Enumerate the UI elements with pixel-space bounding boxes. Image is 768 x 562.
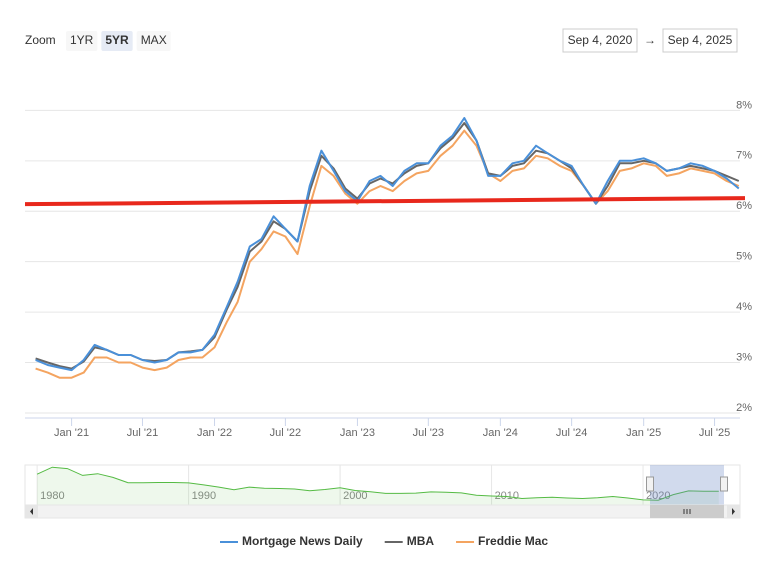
x-tick-label: Jul '23 bbox=[413, 427, 444, 439]
series-line bbox=[35, 117, 740, 372]
zoom-buttons: 1YR 5YR MAX bbox=[66, 31, 171, 51]
plot bbox=[35, 117, 740, 379]
scrollbar-track[interactable] bbox=[24, 504, 741, 519]
y-tick-label: 7% bbox=[736, 150, 752, 162]
navigator: 1980 1990 2000 2010 2020 bbox=[24, 464, 741, 506]
from-date[interactable]: Sep 4, 2020 bbox=[568, 33, 633, 47]
zoom-button-label[interactable]: 1YR bbox=[70, 33, 94, 47]
zoom-button[interactable] bbox=[136, 31, 171, 51]
grid: 2% 3% 4% 5% 6% 7% 8% Jan '21 Jul '21 Jan '22 Jul '… bbox=[25, 99, 752, 439]
navigator-frame bbox=[24, 464, 741, 506]
navigator-label: 2000 bbox=[343, 490, 367, 502]
scrollbar-grip bbox=[683, 509, 691, 514]
x-tick-label: Jul '24 bbox=[556, 427, 587, 439]
x-tick-label: Jul '25 bbox=[699, 427, 730, 439]
series-line bbox=[35, 129, 740, 379]
x-tick-label: Jan '24 bbox=[483, 427, 518, 439]
x-tick-label: Jan '23 bbox=[340, 427, 375, 439]
navigator-selection[interactable] bbox=[650, 465, 724, 505]
zoom-label: Zoom bbox=[25, 33, 56, 47]
navigator-label: 1980 bbox=[40, 490, 64, 502]
x-tick-label: Jan '25 bbox=[626, 427, 661, 439]
legend-label[interactable]: Mortgage News Daily bbox=[242, 534, 363, 548]
legend-label[interactable]: Freddie Mac bbox=[478, 534, 548, 548]
range-arrow: → bbox=[644, 33, 656, 47]
zoom-button[interactable] bbox=[101, 31, 133, 51]
navigator-line bbox=[36, 466, 719, 501]
scroll-left-arrow bbox=[30, 508, 33, 515]
y-tick-label: 3% bbox=[736, 351, 752, 363]
y-tick-label: 5% bbox=[736, 251, 752, 263]
navigator-label: 2020 bbox=[646, 490, 670, 502]
to-date-box[interactable] bbox=[662, 28, 738, 53]
x-tick-label: Jan '22 bbox=[197, 427, 232, 439]
navigator-label: 1990 bbox=[192, 490, 216, 502]
navigator-area bbox=[37, 467, 719, 505]
legend-label[interactable]: MBA bbox=[407, 534, 435, 548]
navigator-handle[interactable] bbox=[720, 476, 728, 492]
y-tick-label: 8% bbox=[736, 99, 752, 111]
navigator-label: 2010 bbox=[495, 490, 519, 502]
zoom-button-label[interactable]: MAX bbox=[141, 33, 167, 47]
y-tick-label: 2% bbox=[736, 402, 752, 414]
zoom-button[interactable] bbox=[66, 31, 98, 51]
x-tick-label: Jul '22 bbox=[270, 427, 301, 439]
zoom-button-label[interactable]: 5YR bbox=[105, 33, 129, 47]
annotation-line bbox=[24, 196, 746, 207]
scroll-right-arrow bbox=[732, 508, 735, 515]
to-date[interactable]: Sep 4, 2025 bbox=[668, 33, 733, 47]
y-tick-label: 4% bbox=[736, 301, 752, 313]
x-tick-label: Jan '21 bbox=[54, 427, 89, 439]
y-tick-label: 6% bbox=[736, 200, 752, 212]
legend: Mortgage News Daily MBA Freddie Mac bbox=[220, 534, 548, 548]
from-date-box[interactable] bbox=[562, 28, 638, 53]
x-tick-label: Jul '21 bbox=[127, 427, 158, 439]
navigator-handle[interactable] bbox=[646, 476, 654, 492]
